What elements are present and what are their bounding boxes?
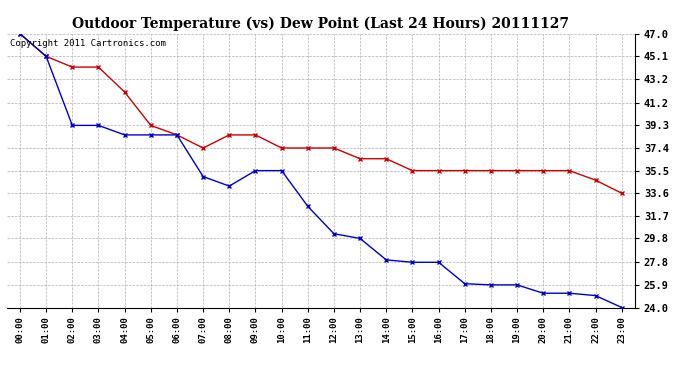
Title: Outdoor Temperature (vs) Dew Point (Last 24 Hours) 20111127: Outdoor Temperature (vs) Dew Point (Last… xyxy=(72,17,569,31)
Text: Copyright 2011 Cartronics.com: Copyright 2011 Cartronics.com xyxy=(10,39,166,48)
